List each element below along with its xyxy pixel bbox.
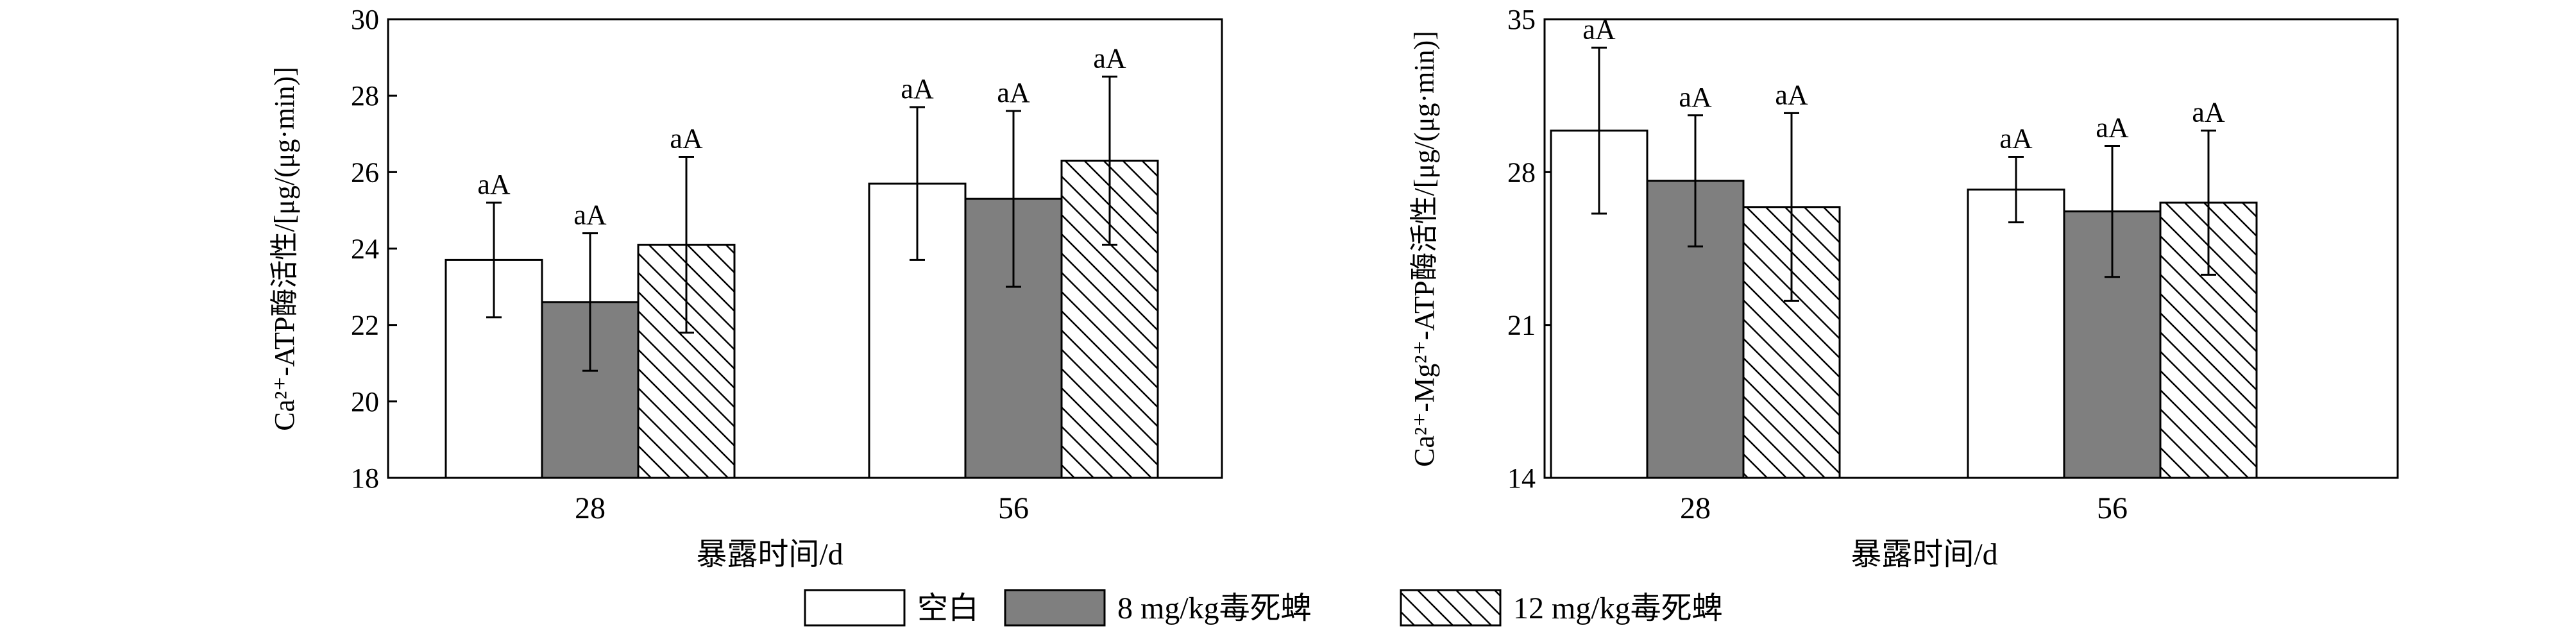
- panel-2-bars: aA aA aA aA aA aA: [1550, 13, 2258, 479]
- legend-item-control: 空白: [804, 589, 979, 627]
- x-tick-label: 28: [1680, 491, 1711, 525]
- y-tick-label: 18: [351, 462, 379, 494]
- legend-label-12mg: 12 mg/kg毒死蜱: [1513, 591, 1723, 625]
- significance-label: aA: [1679, 81, 1712, 113]
- x-tick-label: 56: [2097, 491, 2128, 525]
- y-tick-label: 24: [351, 233, 379, 265]
- significance-label: aA: [477, 169, 511, 200]
- panel-2-y-axis-title: Ca²⁺-Mg²⁺-ATP酶活性/[μg/(μg·min)]: [1409, 31, 1440, 467]
- significance-label: aA: [2096, 112, 2129, 143]
- panel-1-x-ticks: 28 56: [575, 491, 1029, 525]
- legend: 空白 8 mg/kg毒死蜱 12 mg/kg毒死蜱: [804, 589, 1723, 627]
- y-tick-label: 21: [1507, 310, 1536, 341]
- panel-1-bars: aA aA aA aA aA aA: [445, 42, 1159, 479]
- panel-2-x-ticks: 28 56: [1680, 491, 2128, 525]
- panel-2-y-ticks: 14 21 28 35: [1507, 4, 1554, 494]
- x-tick-label: 56: [998, 491, 1029, 525]
- panel-2-x-axis-title: 暴露时间/d: [1851, 538, 1997, 572]
- y-tick-label: 22: [351, 310, 379, 341]
- panel-1-y-ticks: 18 20 22 24 26 28 30: [351, 4, 397, 494]
- y-tick-label: 35: [1507, 4, 1536, 35]
- significance-label: aA: [1582, 13, 1616, 45]
- significance-label: aA: [1999, 123, 2033, 155]
- y-tick-label: 30: [351, 4, 379, 35]
- legend-swatch-hatch: [1400, 589, 1502, 627]
- panel-1-x-axis-title: 暴露时间/d: [696, 538, 843, 572]
- significance-label: aA: [997, 77, 1030, 108]
- legend-label-control: 空白: [917, 591, 979, 625]
- significance-label: aA: [1775, 79, 1808, 110]
- y-tick-label: 20: [351, 386, 379, 418]
- panel-2: 14 21 28 35 aA aA aA aA aA aA 28 56 暴露时间/d Ca²⁺-M…: [1409, 4, 2399, 572]
- y-tick-label: 26: [351, 157, 379, 188]
- bar-control-day56: [1967, 189, 2065, 479]
- significance-label: aA: [1093, 42, 1126, 74]
- legend-swatch-gray: [1004, 589, 1106, 627]
- y-tick-label: 14: [1507, 462, 1536, 494]
- significance-label: aA: [901, 73, 934, 105]
- legend-item-12mg: 12 mg/kg毒死蜱: [1400, 589, 1723, 627]
- significance-label: aA: [670, 123, 703, 155]
- significance-label: aA: [573, 199, 607, 231]
- y-tick-label: 28: [1507, 157, 1536, 188]
- legend-label-8mg: 8 mg/kg毒死蜱: [1117, 591, 1312, 625]
- y-tick-label: 28: [351, 80, 379, 112]
- x-tick-label: 28: [575, 491, 606, 525]
- panel-1-y-axis-title: Ca²⁺-ATP酶活性/[μg/(μg·min)]: [269, 67, 300, 431]
- legend-item-8mg: 8 mg/kg毒死蜱: [1004, 589, 1312, 627]
- significance-label: aA: [2192, 97, 2225, 128]
- legend-swatch-white: [804, 589, 906, 627]
